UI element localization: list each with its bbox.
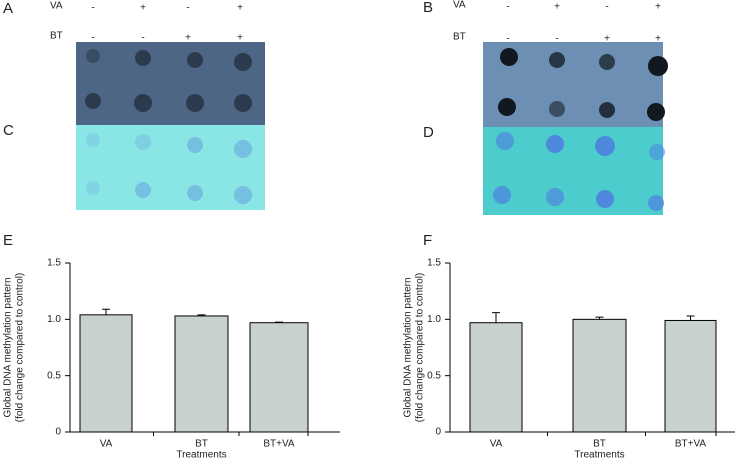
treatment-sign: + <box>655 34 661 45</box>
error-bar <box>102 308 110 315</box>
treatment-name: BT <box>50 31 63 42</box>
treatment-sign: + <box>185 33 191 44</box>
y-axis-label: (fold change compared to control) <box>15 273 26 423</box>
x-tick-label: BT <box>195 439 208 450</box>
treatment-sign: + <box>140 3 146 14</box>
treatment-sign: - <box>91 3 94 14</box>
y-axis-label: Global DNA methylation pattern <box>403 277 414 417</box>
x-tick-label: VA <box>100 439 113 450</box>
panel-label: A <box>3 0 13 17</box>
y-tick-label: 1.5 <box>47 258 61 269</box>
error-bar <box>595 316 604 320</box>
y-axis-label: (fold change compared to control) <box>415 273 426 423</box>
treatment-sign: + <box>655 2 661 13</box>
panel-label: C <box>3 122 14 139</box>
error-bar <box>686 315 695 321</box>
panel-label: E <box>3 232 13 249</box>
treatment-sign: - <box>555 34 558 45</box>
treatment-sign: + <box>554 2 560 13</box>
treatment-sign: - <box>91 33 94 44</box>
y-tick-label: 0 <box>435 427 441 438</box>
blot-images <box>76 42 668 215</box>
blot-a-image <box>76 42 265 125</box>
y-tick-label: 0 <box>55 427 61 438</box>
x-tick-label: VA <box>490 439 503 450</box>
treatment-sign: - <box>506 34 509 45</box>
treatment-sign: - <box>605 2 608 13</box>
dots-c <box>86 133 252 204</box>
y-tick-label: 1.5 <box>427 258 441 269</box>
y-tick-label: 1.0 <box>427 314 441 325</box>
stain-c-image <box>76 125 265 210</box>
bar <box>79 314 133 433</box>
dots-a <box>85 49 252 112</box>
treatment-sign: - <box>506 2 509 13</box>
x-tick-label: BT+VA <box>263 439 295 450</box>
treatment-sign: + <box>237 3 243 14</box>
panel-label: D <box>423 124 434 141</box>
treatment-sign: - <box>186 3 189 14</box>
bar <box>469 322 523 433</box>
y-tick-label: 0.5 <box>47 370 61 381</box>
bar <box>249 322 309 433</box>
x-axis-label: Treatments <box>574 450 624 461</box>
treatment-sign: - <box>141 33 144 44</box>
error-bar <box>492 312 500 323</box>
error-bar <box>197 314 206 316</box>
dots-d <box>493 132 665 211</box>
panel-label: B <box>423 0 433 16</box>
bar <box>174 315 229 433</box>
treatment-sign: + <box>604 34 610 45</box>
dots-b <box>498 48 668 121</box>
error-bar <box>275 321 283 323</box>
panel-label: F <box>423 232 432 249</box>
treatment-name: VA <box>453 0 466 11</box>
x-axis-label: Treatments <box>176 450 226 461</box>
x-tick-label: BT <box>593 439 606 450</box>
bar <box>664 319 717 433</box>
bar <box>572 318 627 433</box>
treatment-sign: + <box>237 33 243 44</box>
treatment-name: VA <box>50 1 63 12</box>
x-tick-label: BT+VA <box>675 439 707 450</box>
y-tick-label: 1.0 <box>47 314 61 325</box>
treatment-name: BT <box>453 32 466 43</box>
y-axis-label: Global DNA methylation pattern <box>3 277 14 417</box>
y-tick-label: 0.5 <box>427 370 441 381</box>
